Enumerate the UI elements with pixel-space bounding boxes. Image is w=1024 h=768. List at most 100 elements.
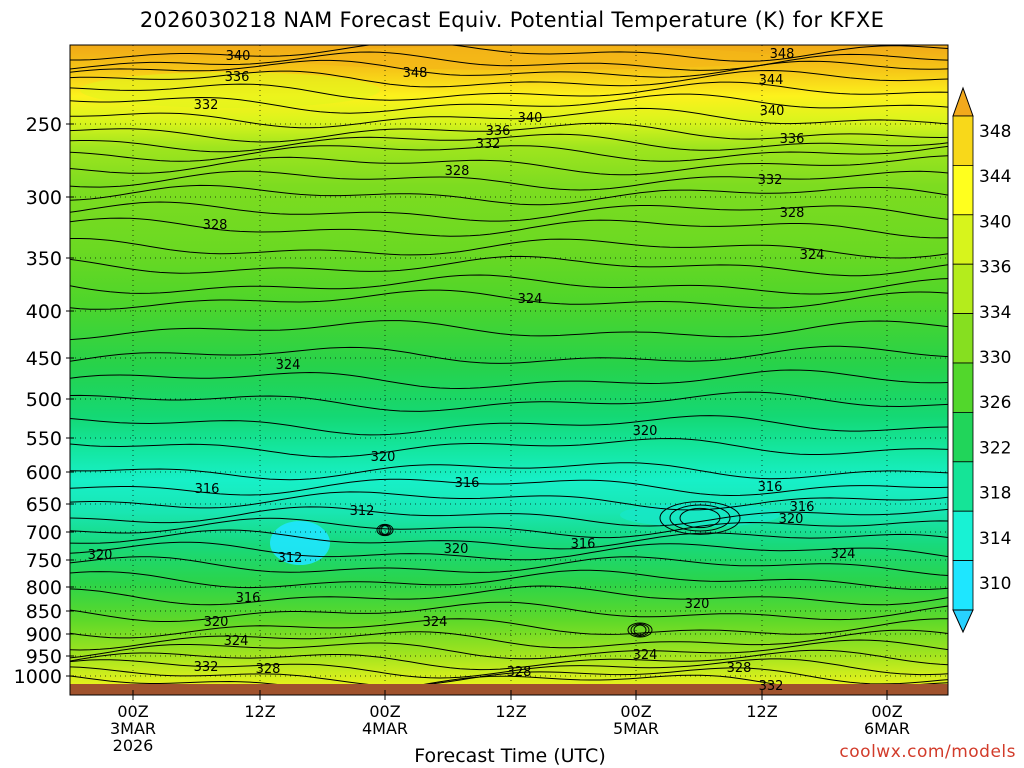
- contour-label: 324: [633, 648, 658, 663]
- contour-closed: [659, 501, 741, 535]
- colorbar-segment: [952, 214, 974, 265]
- x-tick-label: 12Z: [495, 702, 526, 721]
- contour-label: 324: [224, 634, 249, 649]
- contour-line: [70, 170, 948, 191]
- contour-line: [70, 478, 948, 497]
- y-tick-label: 900: [26, 624, 62, 646]
- contour-line: [70, 289, 948, 310]
- x-tick-label: 12Z: [746, 702, 777, 721]
- contour-line: [70, 369, 948, 390]
- contour-label: 332: [194, 660, 219, 675]
- contour-line: [70, 506, 948, 527]
- contour-label: 316: [195, 482, 220, 497]
- contour-line: [70, 320, 948, 341]
- contour-line: [70, 133, 948, 153]
- contour-line: [70, 601, 948, 622]
- colorbar-top-arrow: [952, 86, 974, 117]
- contour-line: [70, 415, 948, 436]
- contour-label: 344: [759, 73, 784, 88]
- contour-label: 348: [403, 66, 428, 81]
- y-tick-label: 600: [26, 462, 62, 484]
- contour-line: [70, 491, 948, 511]
- contour-label: 336: [486, 124, 511, 139]
- colorbar-label: 348: [979, 122, 1011, 142]
- contour-line: [70, 666, 948, 685]
- credit-text: coolwx.com/models: [839, 742, 1016, 762]
- contour-label: 316: [571, 537, 596, 552]
- contour-label: 328: [203, 218, 228, 233]
- contour-line: [70, 59, 948, 78]
- colorbar-label: 340: [979, 212, 1011, 232]
- colorbar-label: 322: [979, 438, 1011, 458]
- y-tick-label: 500: [26, 389, 62, 411]
- contour-label: 332: [759, 679, 784, 694]
- x-axis-label: Forecast Time (UTC): [414, 745, 606, 767]
- contour-label: 332: [476, 137, 501, 152]
- grid-lines: [70, 45, 948, 685]
- y-tick-label: 300: [26, 187, 62, 209]
- y-tick-label: 350: [26, 248, 62, 270]
- contour-label: 312: [350, 504, 375, 519]
- colorbar-label: 344: [979, 167, 1011, 187]
- colorbar-segment: [952, 313, 974, 364]
- contour-label: 336: [780, 132, 805, 147]
- contour-closed: [669, 504, 731, 532]
- contour-line: [70, 69, 948, 88]
- contour-line: [70, 556, 948, 576]
- x-tick-label: 2026: [113, 736, 154, 755]
- contour-line: [70, 107, 948, 129]
- colorbar-label: 314: [979, 529, 1011, 549]
- x-tick-label: 5MAR: [613, 719, 659, 738]
- contour-label: 340: [518, 111, 543, 126]
- contour-label: 340: [226, 49, 251, 64]
- contour-label: 316: [455, 476, 480, 491]
- colorbar-segment: [952, 411, 974, 463]
- contour-line: [70, 649, 948, 671]
- contour-label: 332: [758, 173, 783, 188]
- colorbar: 348 344 340 336 334 330 326 322 318 314 310: [952, 86, 1011, 634]
- x-tick-label: 6MAR: [864, 719, 910, 738]
- contour-label: 324: [831, 547, 856, 562]
- x-tick-label: 12Z: [244, 702, 275, 721]
- contour-label: 332: [194, 98, 219, 113]
- contour-label: 320: [685, 597, 710, 612]
- contour-line: [70, 517, 948, 539]
- contour-label: 324: [518, 292, 543, 307]
- contour-line: [70, 569, 948, 591]
- colorbar-label: 318: [979, 484, 1011, 504]
- contour-label: 320: [779, 512, 804, 527]
- contour-label: 328: [256, 662, 281, 677]
- contour-line: [70, 585, 948, 606]
- contour-closed: [630, 623, 650, 637]
- equiv-potential-temperature-field: [70, 45, 948, 685]
- x-tick-label: 4MAR: [362, 719, 408, 738]
- y-tick-label: 800: [26, 577, 62, 599]
- contour-label: 316: [790, 500, 815, 515]
- contour-label: 320: [204, 615, 229, 630]
- contour-line: [70, 81, 948, 101]
- x-tick-label: 00Z: [620, 702, 651, 721]
- contour-closed: [679, 507, 721, 529]
- contour-closed: [627, 622, 653, 638]
- contour-line: [70, 184, 948, 206]
- contour-line: [70, 51, 948, 71]
- contour-line: [70, 145, 948, 162]
- contour-label: 320: [88, 548, 113, 563]
- x-tick-label: 3MAR: [110, 719, 156, 738]
- y-tick-label: 550: [26, 428, 62, 450]
- contour-label: 328: [507, 665, 532, 680]
- y-tick-label: 1000: [14, 666, 62, 688]
- contour-label: 336: [225, 70, 250, 85]
- contour-line: [70, 391, 948, 412]
- contour-line: [70, 238, 948, 259]
- contour-line: [70, 93, 948, 114]
- y-tick-label: 250: [26, 114, 62, 136]
- contour-label: 320: [633, 424, 658, 439]
- contour-label: 320: [371, 450, 396, 465]
- contour-label: 324: [800, 248, 825, 263]
- colorbar-segment: [952, 263, 974, 315]
- x-tick-label: 00Z: [871, 702, 902, 721]
